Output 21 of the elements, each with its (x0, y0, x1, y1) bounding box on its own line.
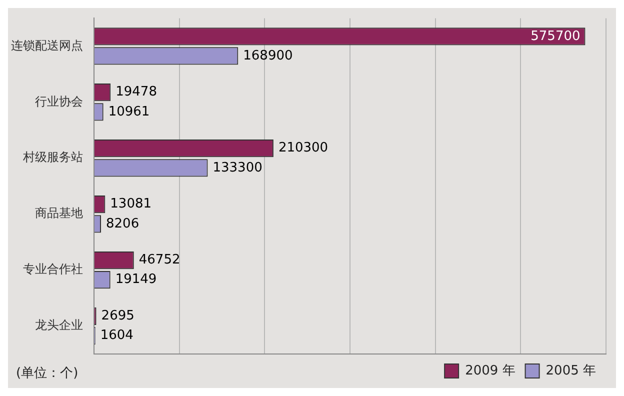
data-label: 133300 (212, 160, 262, 176)
data-label: 210300 (278, 140, 328, 156)
legend-label: 2005 年 (546, 363, 596, 378)
y-tick-label: 连锁配送网点 (11, 38, 83, 52)
data-label: 8206 (106, 216, 140, 232)
data-label: 2695 (101, 308, 134, 324)
data-label: 13081 (110, 196, 152, 212)
data-label: 1604 (100, 328, 134, 344)
data-label: 10961 (108, 104, 150, 120)
data-label: 575700 (530, 28, 580, 44)
y-tick-label: 行业协会 (35, 94, 83, 108)
y-tick-label: 专业合作社 (23, 262, 83, 276)
y-tick-label: 龙头企业 (35, 318, 83, 332)
data-label: 19478 (116, 84, 157, 100)
data-label: 19149 (115, 272, 157, 288)
y-tick-label: 商品基地 (35, 206, 83, 220)
data-label: 46752 (138, 252, 180, 268)
data-label: 168900 (243, 48, 293, 64)
y-tick-label: 村级服务站 (22, 150, 83, 164)
legend-label: 2009 年 (465, 363, 516, 378)
text: (单位：个) (16, 366, 78, 381)
